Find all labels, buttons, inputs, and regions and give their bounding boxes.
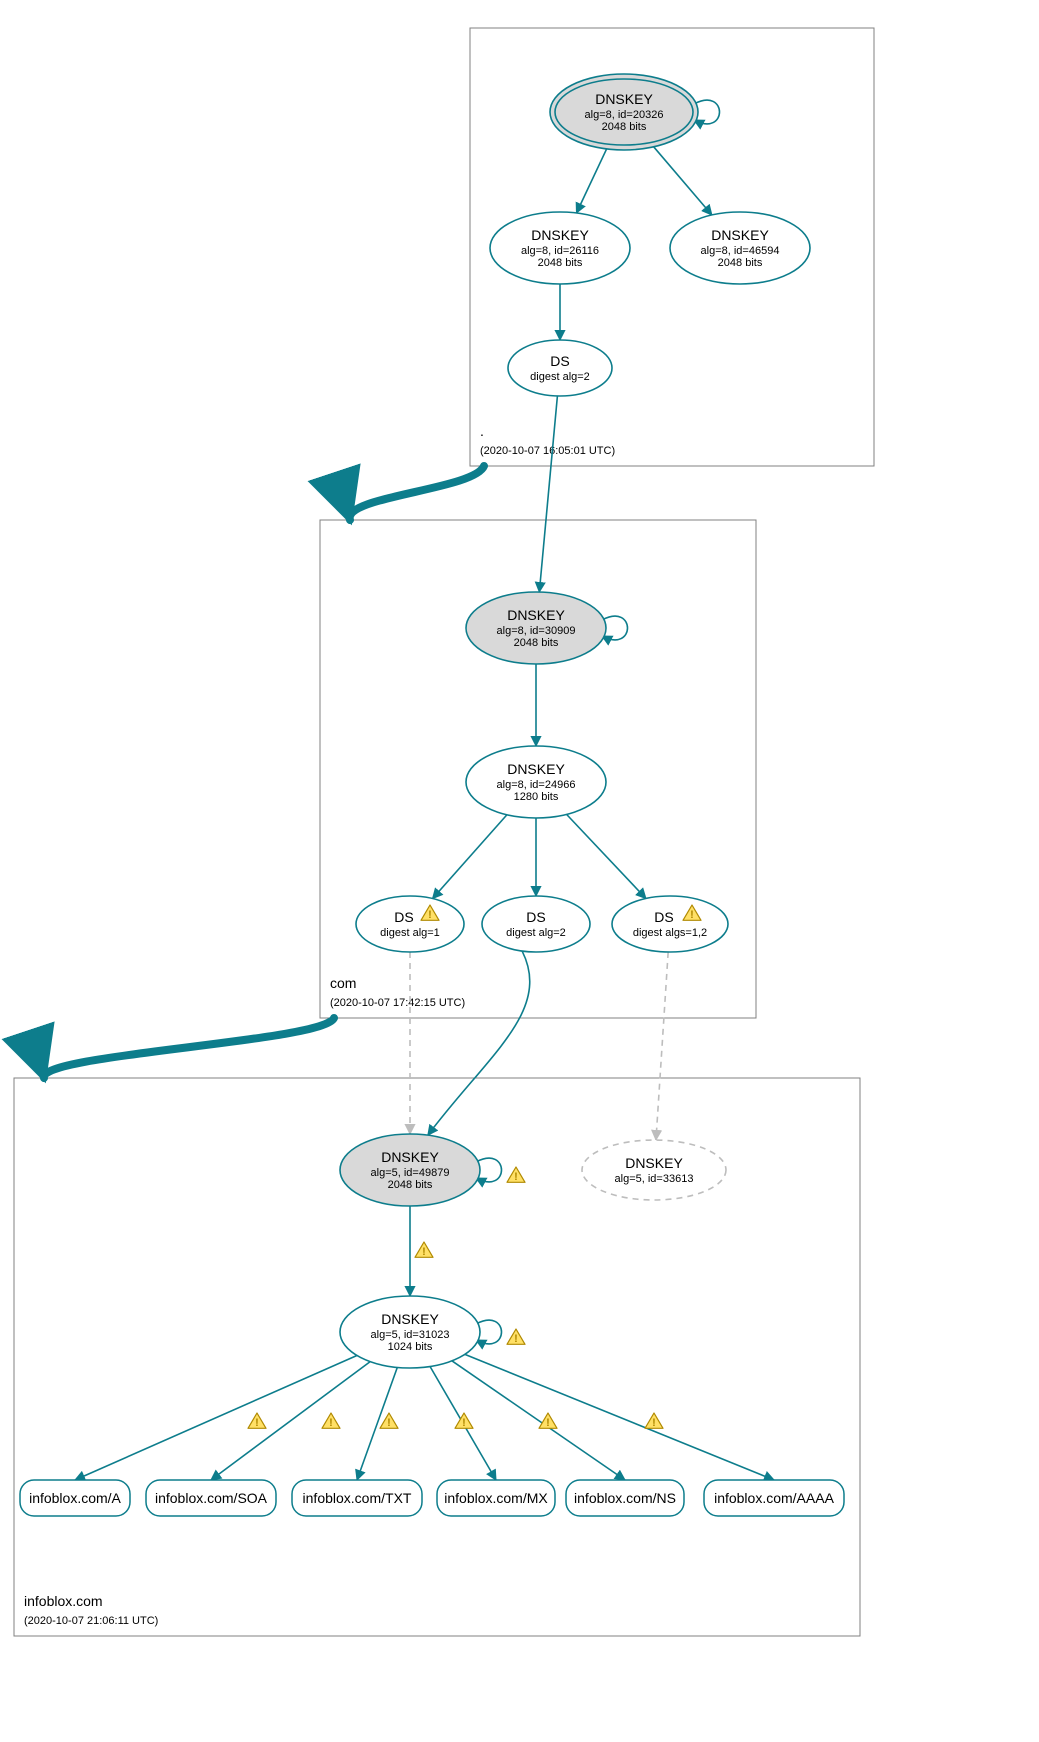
rr-ns: infoblox.com/NS xyxy=(566,1480,684,1516)
node-dom-ksk-title: DNSKEY xyxy=(381,1149,439,1165)
rr-txt: infoblox.com/TXT xyxy=(292,1480,422,1516)
node-dom-zsk-line3: 1024 bits xyxy=(388,1341,433,1353)
warning-icon: ! xyxy=(248,1413,266,1429)
node-root-zsk1-title: DNSKEY xyxy=(531,227,589,243)
rr-aaaa-label: infoblox.com/AAAA xyxy=(714,1490,834,1506)
edge-com-ds2-dom-ksk xyxy=(428,951,530,1135)
node-com-ds1-title: DS xyxy=(394,909,413,925)
rr-edges: !!!!!! xyxy=(75,1354,774,1480)
rr-txt-label: infoblox.com/TXT xyxy=(303,1490,412,1506)
edge-com-ds3-dom-ksk2 xyxy=(656,952,668,1140)
rr-mx-label: infoblox.com/MX xyxy=(444,1490,548,1506)
svg-text:!: ! xyxy=(514,1333,518,1345)
zone-delegation-arrow xyxy=(44,1018,334,1078)
node-dom-ksk2-line2: alg=5, id=33613 xyxy=(615,1173,694,1185)
node-root-zsk2: DNSKEY alg=8, id=465942048 bits xyxy=(670,212,810,284)
edge-root-ksk-root-zsk1 xyxy=(576,149,606,213)
node-root-ksk-line2: alg=8, id=20326 xyxy=(585,109,664,121)
warning-icon: ! xyxy=(507,1167,525,1183)
zone-root-timestamp: (2020-10-07 16:05:01 UTC) xyxy=(480,445,615,457)
node-dom-ksk-line3: 2048 bits xyxy=(388,1179,433,1191)
node-root-zsk2-line3: 2048 bits xyxy=(718,257,763,269)
zone-root-label: . xyxy=(480,423,484,439)
edge-root-ksk-root-zsk2 xyxy=(654,147,712,215)
node-root-zsk1-line2: alg=8, id=26116 xyxy=(521,245,599,257)
node-dom-zsk-line2: alg=5, id=31023 xyxy=(371,1329,450,1341)
node-com-zsk-title: DNSKEY xyxy=(507,761,565,777)
svg-text:!: ! xyxy=(422,1246,426,1258)
node-com-zsk: DNSKEY alg=8, id=249661280 bits xyxy=(466,746,606,818)
edge-dom-zsk-rr-aaaa xyxy=(465,1354,774,1480)
node-com-ksk-line2: alg=8, id=30909 xyxy=(497,625,576,637)
node-root-ksk: DNSKEY alg=8, id=203262048 bits xyxy=(550,74,698,150)
svg-text:!: ! xyxy=(428,909,432,921)
edge-root-ds-com-ksk xyxy=(539,396,557,592)
edge-dom-zsk-rr-a xyxy=(75,1355,357,1480)
svg-text:!: ! xyxy=(546,1417,550,1429)
node-com-ksk: DNSKEY alg=8, id=309092048 bits xyxy=(466,592,606,664)
node-dom-ksk: DNSKEY alg=5, id=498792048 bits xyxy=(340,1134,480,1206)
dnssec-diagram: . (2020-10-07 16:05:01 UTC) com (2020-10-07… xyxy=(0,0,1039,1742)
rr-soa-label: infoblox.com/SOA xyxy=(155,1490,268,1506)
node-com-zsk-line3: 1280 bits xyxy=(514,791,559,803)
node-com-ds2: DS digest alg=2 xyxy=(482,896,590,952)
node-root-ksk-line3: 2048 bits xyxy=(602,121,647,133)
svg-text:!: ! xyxy=(387,1417,391,1429)
nodes: DNSKEYalg=8, id=203262048 bitsDNSKEYalg=… xyxy=(340,74,810,1368)
node-com-ksk-title: DNSKEY xyxy=(507,607,565,623)
node-root-zsk1-line3: 2048 bits xyxy=(538,257,583,269)
svg-text:!: ! xyxy=(514,1171,518,1183)
node-com-ds2-title: DS xyxy=(526,909,545,925)
node-root-ksk-title: DNSKEY xyxy=(595,91,653,107)
edge-com-zsk-com-ds3 xyxy=(567,814,646,898)
svg-text:!: ! xyxy=(329,1417,333,1429)
node-root-ds: DS digest alg=2 xyxy=(508,340,612,396)
zone-arrows xyxy=(44,466,484,1078)
edge-dom-zsk-rr-ns xyxy=(452,1361,625,1480)
node-com-ds1-line2: digest alg=1 xyxy=(380,927,440,939)
rrsets: infoblox.com/A infoblox.com/SOA infoblox.c… xyxy=(20,1480,844,1516)
rr-aaaa: infoblox.com/AAAA xyxy=(704,1480,844,1516)
svg-text:!: ! xyxy=(652,1417,656,1429)
edge-com-zsk-com-ds1 xyxy=(433,815,507,899)
rr-mx: infoblox.com/MX xyxy=(437,1480,555,1516)
node-com-ds1: DS digest alg=1! xyxy=(356,896,464,952)
zone-delegation-arrow xyxy=(350,466,484,520)
rr-a-label: infoblox.com/A xyxy=(29,1490,121,1506)
warning-icon: ! xyxy=(322,1413,340,1429)
svg-text:!: ! xyxy=(690,909,694,921)
node-root-ds-line2: digest alg=2 xyxy=(530,371,590,383)
node-root-zsk1: DNSKEY alg=8, id=261162048 bits xyxy=(490,212,630,284)
zone-com-timestamp: (2020-10-07 17:42:15 UTC) xyxy=(330,997,465,1009)
warning-icon: ! xyxy=(507,1329,525,1345)
node-root-zsk2-title: DNSKEY xyxy=(711,227,769,243)
node-com-ds3-title: DS xyxy=(654,909,673,925)
node-com-ksk-line3: 2048 bits xyxy=(514,637,559,649)
edge-dom-zsk-rr-soa xyxy=(211,1362,370,1480)
node-root-zsk2-line2: alg=8, id=46594 xyxy=(701,245,780,257)
warning-icon: ! xyxy=(380,1413,398,1429)
zone-domain-label: infoblox.com xyxy=(24,1593,103,1609)
node-com-ds2-line2: digest alg=2 xyxy=(506,927,566,939)
warning-icon: ! xyxy=(645,1413,663,1429)
node-dom-ksk2-title: DNSKEY xyxy=(625,1155,683,1171)
warning-icon: ! xyxy=(539,1413,557,1429)
node-root-ds-title: DS xyxy=(550,353,569,369)
warning-icon: ! xyxy=(415,1242,433,1258)
node-dom-zsk: DNSKEY alg=5, id=310231024 bits xyxy=(340,1296,480,1368)
node-dom-ksk-line2: alg=5, id=49879 xyxy=(371,1167,450,1179)
svg-text:!: ! xyxy=(255,1417,259,1429)
node-com-ds3-line2: digest algs=1,2 xyxy=(633,927,707,939)
node-dom-zsk-title: DNSKEY xyxy=(381,1311,439,1327)
svg-text:!: ! xyxy=(462,1417,466,1429)
node-com-zsk-line2: alg=8, id=24966 xyxy=(497,779,576,791)
rr-ns-label: infoblox.com/NS xyxy=(574,1490,676,1506)
rr-soa: infoblox.com/SOA xyxy=(146,1480,276,1516)
zone-domain-timestamp: (2020-10-07 21:06:11 UTC) xyxy=(24,1615,158,1627)
node-com-ds3: DS digest algs=1,2! xyxy=(612,896,728,952)
node-dom-ksk2: DNSKEY alg=5, id=33613 xyxy=(582,1140,726,1200)
rr-a: infoblox.com/A xyxy=(20,1480,130,1516)
zone-com-label: com xyxy=(330,975,356,991)
